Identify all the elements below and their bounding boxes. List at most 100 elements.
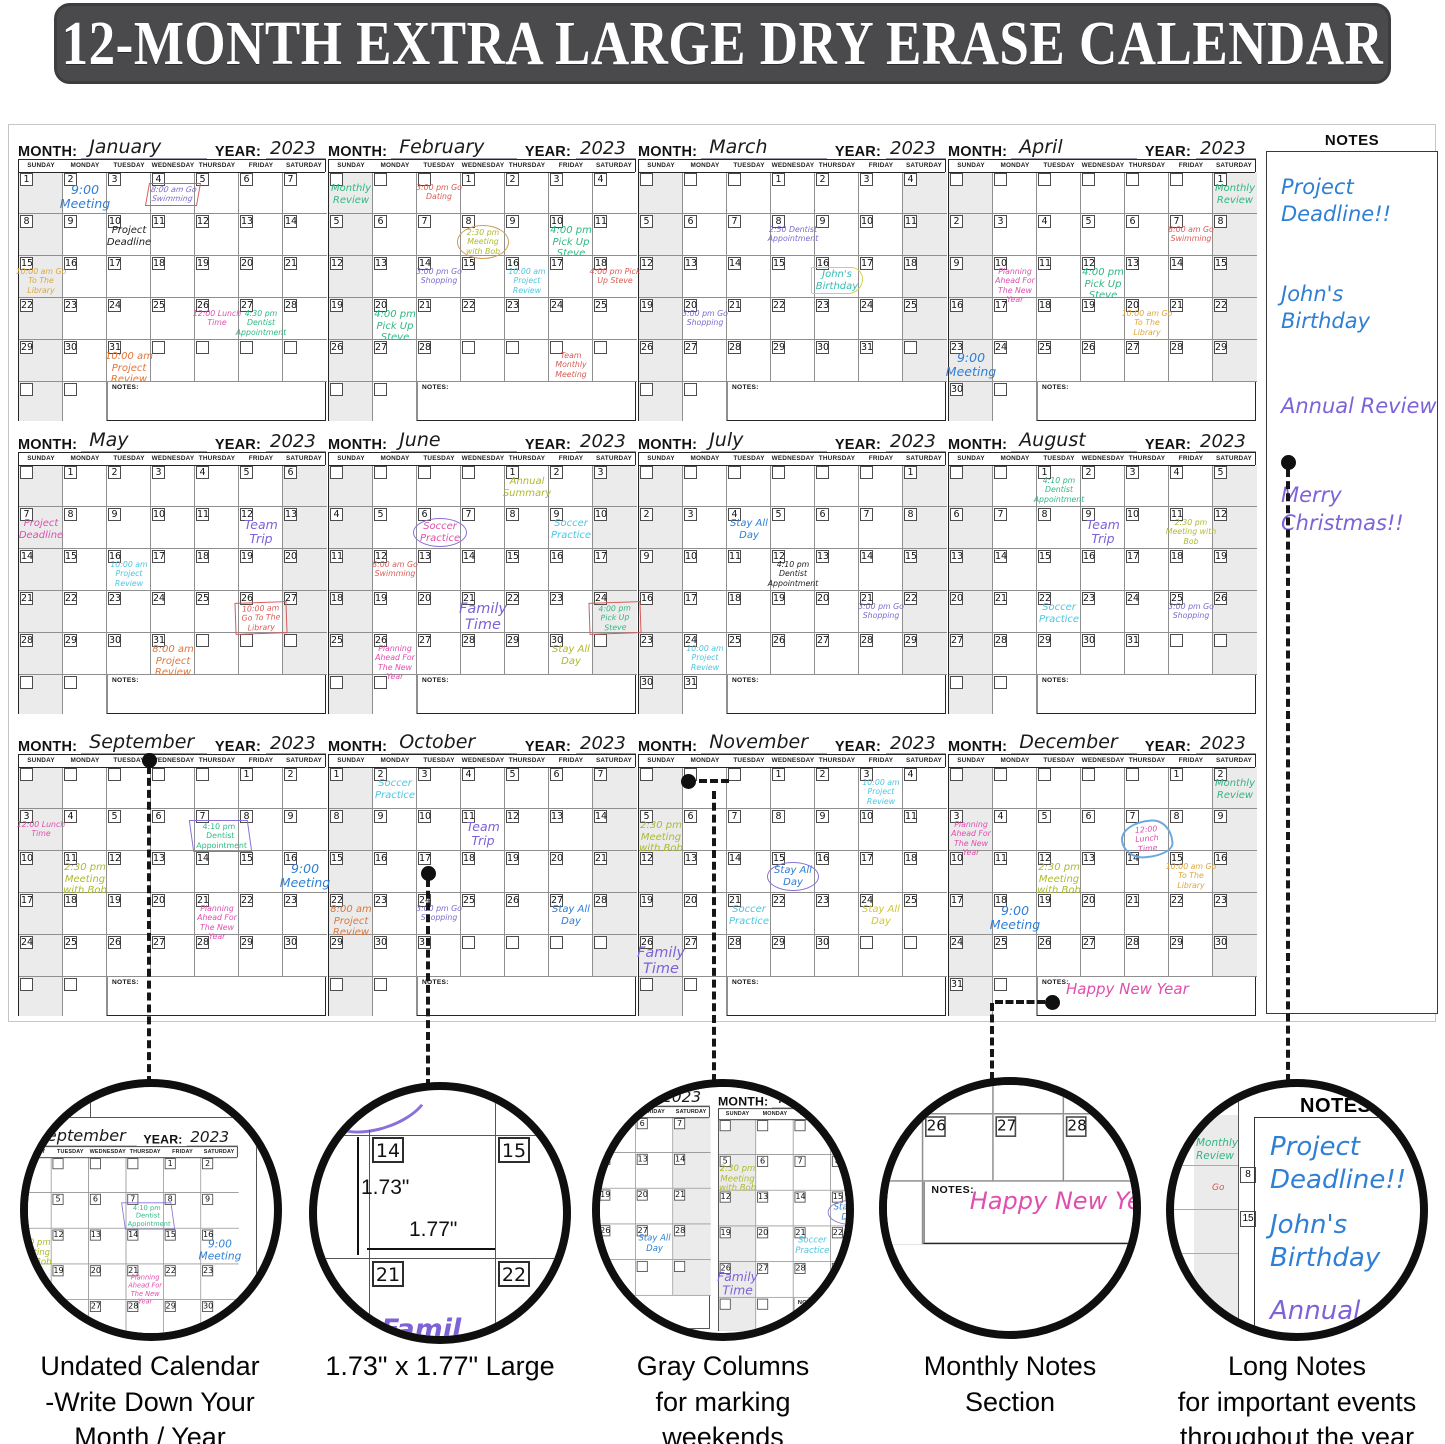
day-cell: 11 — [592, 1153, 598, 1189]
date-box: 27 — [1126, 341, 1139, 354]
date-box: 3 — [684, 508, 697, 521]
date-box: 27 — [684, 341, 697, 354]
date-box: 14 — [20, 550, 33, 563]
event-text: Team Trip — [600, 1162, 602, 1186]
overflow-cell: 30 — [949, 382, 993, 421]
day-header: THURSDAY — [508, 162, 546, 169]
date-number: 9 — [819, 216, 826, 227]
day-cell: 9 — [949, 256, 993, 298]
date-box: 20 — [89, 1265, 101, 1277]
date-box: 17 — [20, 894, 33, 907]
day-cell: 4 — [993, 809, 1037, 851]
day-cell: 9 — [1081, 507, 1125, 549]
date-box: 30 — [374, 936, 387, 949]
day-header: MONDAY — [380, 757, 410, 764]
day-cell — [19, 767, 63, 809]
callout-dot — [1281, 455, 1296, 470]
date-number: 3 — [1129, 467, 1136, 478]
day-cell: 26 — [1081, 340, 1125, 382]
day-cell: 14 — [727, 256, 771, 298]
date-number: 5 — [333, 216, 340, 227]
date-box: 4 — [330, 508, 343, 521]
date-number: 24 — [861, 300, 874, 311]
date-box: 3 — [950, 810, 963, 823]
date-box: 18 — [728, 592, 741, 605]
date-box: 6 — [550, 768, 563, 781]
date-box: 14 — [1170, 257, 1183, 270]
day-cell: 29 — [505, 633, 549, 675]
event-note: Soccer Practice — [413, 518, 468, 548]
grid-line — [90, 1087, 91, 1117]
date-box: 27 — [550, 894, 563, 907]
date-number: 26 — [375, 635, 388, 646]
caption-line: -Write Down Your — [45, 1386, 255, 1417]
date-box — [950, 676, 963, 689]
date-number: 28 — [285, 300, 298, 311]
date-box: 3 — [1126, 466, 1139, 479]
day-cell — [1125, 172, 1169, 214]
day-cell: 17 — [1125, 549, 1169, 591]
date-number: 14 — [795, 1192, 806, 1202]
day-cell — [635, 1260, 674, 1296]
day-cell: 26 — [771, 633, 815, 675]
event-note: Team Monthly Meeting — [545, 351, 597, 379]
date-box — [374, 173, 387, 186]
date-box: 26 — [330, 341, 343, 354]
date-number: 3 — [111, 174, 118, 185]
day-cell — [727, 465, 771, 507]
date-box: 5 — [1082, 215, 1095, 228]
overflow-cell — [683, 977, 727, 1016]
day-cell: 26 — [373, 633, 417, 675]
day-cell: 13 — [683, 256, 727, 298]
date-number: 21 — [419, 300, 432, 311]
date-number: 20 — [551, 853, 564, 864]
date-number: 22 — [1171, 895, 1184, 906]
day-cell: 30 — [283, 935, 327, 977]
day-cell: 7 — [1169, 214, 1213, 256]
day-cell: 4 — [903, 172, 947, 214]
day-cell: 20 — [815, 591, 859, 633]
day-cell: 21 — [793, 1226, 832, 1263]
date-number: 12 — [641, 853, 654, 864]
date-box: 28 — [728, 936, 741, 949]
day-cell: 25 — [1169, 591, 1213, 633]
date-number: 9 — [553, 509, 560, 520]
date-number: 27 — [757, 1263, 769, 1274]
day-header: FRIDAY — [172, 1148, 193, 1155]
date-box: 30 — [108, 634, 121, 647]
day-cell: 26 — [600, 1224, 636, 1261]
event-text: Soccer Practice — [795, 1235, 830, 1255]
day-cell: 8 — [771, 214, 815, 256]
day-cell: 7 — [461, 507, 505, 549]
date-box: 11 — [330, 550, 343, 563]
date-box: 26 — [1214, 592, 1227, 605]
event-note: Planning Ahead For The New Year — [369, 644, 421, 681]
day-cell: 25 — [593, 298, 637, 340]
date-box: 22 — [772, 299, 785, 312]
date-number: 4 — [199, 467, 206, 478]
date-number: 16 — [1083, 551, 1096, 562]
date-box: 14 — [418, 257, 431, 270]
date-box: 19 — [1082, 299, 1095, 312]
date-box: 30 — [640, 676, 653, 689]
day-cell: 31 — [859, 340, 903, 382]
date-box — [152, 341, 165, 354]
day-cell — [461, 935, 505, 977]
day-cell: 28 — [283, 298, 327, 340]
day-cell: 29 — [1169, 935, 1213, 977]
day-cell — [373, 172, 417, 214]
caption-line: weekends — [662, 1422, 784, 1444]
date-number: 26 — [1083, 342, 1096, 353]
day-cell: 19 — [239, 549, 283, 591]
notes-label: NOTES: — [1042, 979, 1069, 986]
day-header: MONDAY — [1000, 757, 1030, 764]
date-number: 27 — [375, 342, 388, 353]
date-number: 24 — [1127, 593, 1140, 604]
day-cell: 17 — [549, 256, 593, 298]
year-label: YEAR: — [143, 1133, 183, 1147]
day-cell: 9 — [505, 214, 549, 256]
month-notes-area: NOTES: — [1037, 675, 1255, 713]
date-box — [284, 341, 297, 354]
day-cell: 3 — [593, 465, 637, 507]
day-cell: 23 — [373, 893, 417, 935]
